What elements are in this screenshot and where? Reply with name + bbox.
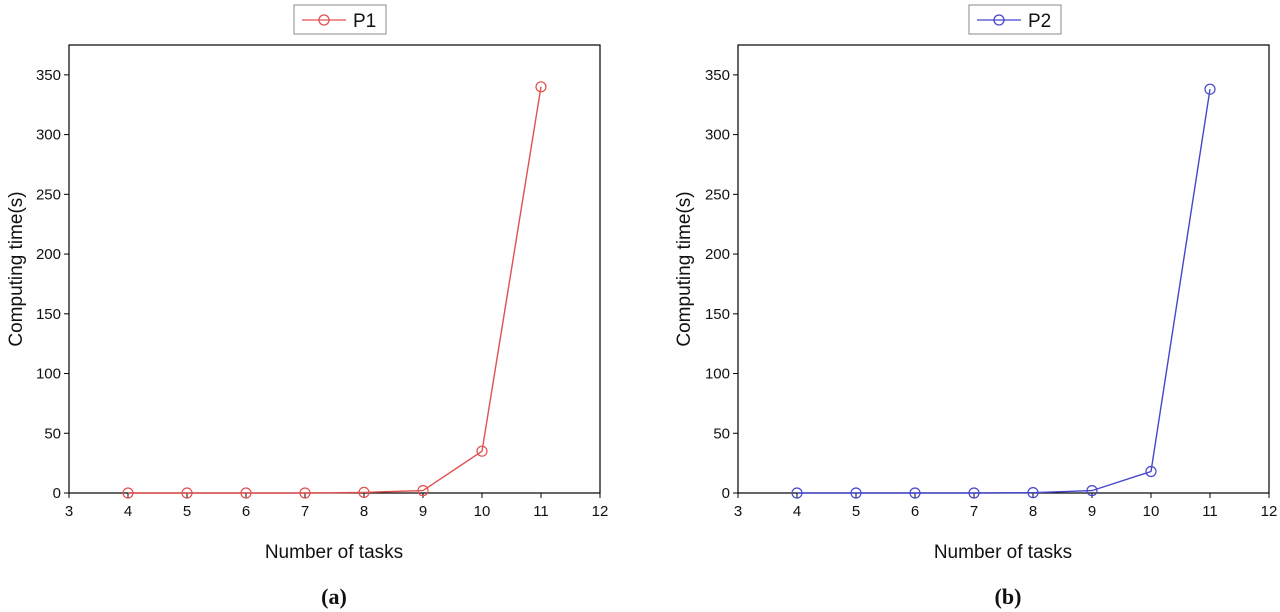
y-tick-label: 50	[44, 425, 61, 442]
chart-panel-b: 3 4 5 6 7 8 9 10 11 12 0 50 100 150 200 250 300 350 Numb…	[674, 4, 1278, 609]
x-axis-label: Number of tasks	[265, 542, 403, 563]
plot-frame	[68, 44, 601, 494]
x-tick-label: 12	[1261, 503, 1278, 520]
x-tick-label: 6	[911, 503, 919, 520]
data-point	[850, 487, 862, 499]
y-tick-label: 100	[705, 366, 730, 383]
data-point	[1027, 487, 1039, 499]
legend: P1	[293, 4, 387, 35]
series-line	[128, 86, 542, 494]
y-tick-label: 250	[705, 186, 730, 203]
x-tick-label: 3	[734, 503, 742, 520]
data-point	[791, 487, 803, 499]
y-tick-label: 150	[36, 306, 61, 323]
x-tick-label: 4	[793, 503, 801, 520]
legend-label: P1	[353, 11, 376, 32]
y-tick-label: 200	[36, 246, 61, 263]
y-tick-label: 350	[705, 67, 730, 84]
x-tick-label: 6	[242, 503, 250, 520]
y-tick-label: 0	[722, 485, 730, 502]
y-tick-label: 200	[705, 246, 730, 263]
panel-label: (a)	[321, 584, 347, 609]
panel-label: (b)	[995, 584, 1022, 609]
x-axis-ticks: 3 4 5 6 7 8 9 10 11 12	[65, 493, 609, 520]
y-axis-ticks: 0 50 100 150 200 250 300 350	[36, 67, 69, 502]
plot-frame	[737, 44, 1270, 494]
data-point	[122, 487, 134, 499]
data-point	[535, 81, 547, 93]
series-line	[797, 89, 1211, 494]
data-point	[181, 487, 193, 499]
x-tick-label: 5	[183, 503, 191, 520]
legend-label: P2	[1028, 11, 1051, 32]
y-tick-label: 0	[53, 485, 61, 502]
x-tick-label: 5	[852, 503, 860, 520]
x-tick-label: 8	[360, 503, 368, 520]
y-tick-label: 50	[713, 425, 730, 442]
x-tick-label: 9	[419, 503, 427, 520]
y-tick-label: 150	[705, 306, 730, 323]
data-point	[1145, 465, 1157, 478]
y-tick-label: 100	[36, 366, 61, 383]
y-axis-label: Computing time(s)	[6, 191, 27, 346]
x-tick-label: 11	[533, 503, 549, 520]
x-tick-label: 7	[301, 503, 309, 520]
x-tick-label: 9	[1088, 503, 1096, 520]
series-layer	[122, 81, 547, 499]
data-point	[417, 485, 429, 497]
y-tick-label: 250	[36, 186, 61, 203]
x-axis-ticks: 3 4 5 6 7 8 9 10 11 12	[734, 493, 1278, 520]
x-tick-label: 4	[124, 503, 132, 520]
series-layer	[791, 83, 1216, 499]
legend-marker	[993, 14, 1005, 26]
data-point	[968, 487, 980, 499]
x-tick-label: 11	[1202, 503, 1218, 520]
data-point	[299, 487, 311, 499]
data-point	[240, 487, 252, 499]
y-tick-label: 300	[36, 127, 61, 144]
x-tick-label: 10	[1143, 503, 1160, 520]
x-tick-label: 12	[592, 503, 609, 520]
x-tick-label: 10	[474, 503, 491, 520]
data-point	[1086, 485, 1098, 497]
y-tick-label: 350	[36, 67, 61, 84]
data-point	[1204, 83, 1216, 95]
y-axis-label: Computing time(s)	[674, 191, 695, 346]
data-point	[476, 445, 488, 457]
x-tick-label: 8	[1029, 503, 1037, 520]
data-point	[909, 487, 921, 499]
legend: P2	[968, 4, 1062, 35]
chart-panel-a: 3 4 5 6 7 8 9 10 11 12 0 50 100 150 200 250 300 350 Numb…	[6, 4, 609, 609]
x-tick-label: 7	[970, 503, 978, 520]
y-tick-label: 300	[705, 127, 730, 144]
y-axis-ticks: 0 50 100 150 200 250 300 350	[705, 67, 738, 502]
data-point	[358, 486, 370, 499]
x-tick-label: 3	[65, 503, 73, 520]
x-axis-label: Number of tasks	[934, 542, 1072, 563]
legend-marker	[318, 14, 330, 26]
